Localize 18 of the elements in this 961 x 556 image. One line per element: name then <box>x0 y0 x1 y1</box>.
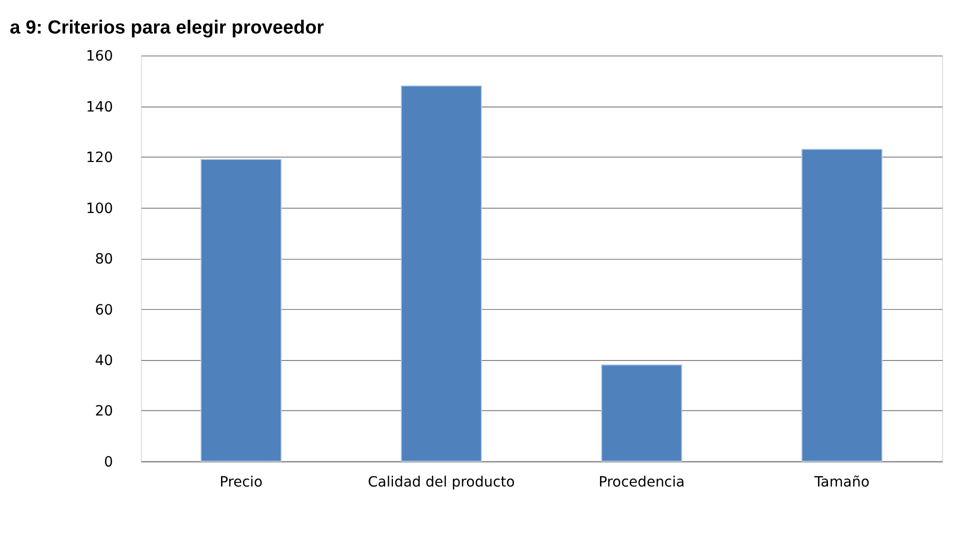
bar <box>200 158 282 462</box>
y-tick-label: 100 <box>86 200 114 217</box>
bar <box>400 85 482 462</box>
y-tick-label: 80 <box>94 252 114 268</box>
x-tick-label: Tamaño <box>813 474 870 490</box>
bar <box>601 364 682 462</box>
bar <box>801 148 882 462</box>
y-tick-label: 20 <box>94 404 114 420</box>
y-tick-label: 120 <box>86 150 114 166</box>
y-tick-label: 60 <box>94 302 114 318</box>
chart-title: a 9: Criterios para elegir proveedor <box>10 18 325 39</box>
x-tick-label: Procedencia <box>598 474 685 490</box>
x-tick-label: Precio <box>220 474 263 490</box>
y-tick-label: 140 <box>86 99 114 116</box>
x-tick-label: Calidad del producto <box>368 474 515 490</box>
y-tick-label: 0 <box>104 454 114 470</box>
y-tick-label: 40 <box>94 353 114 370</box>
y-tick-label: 160 <box>86 48 114 65</box>
